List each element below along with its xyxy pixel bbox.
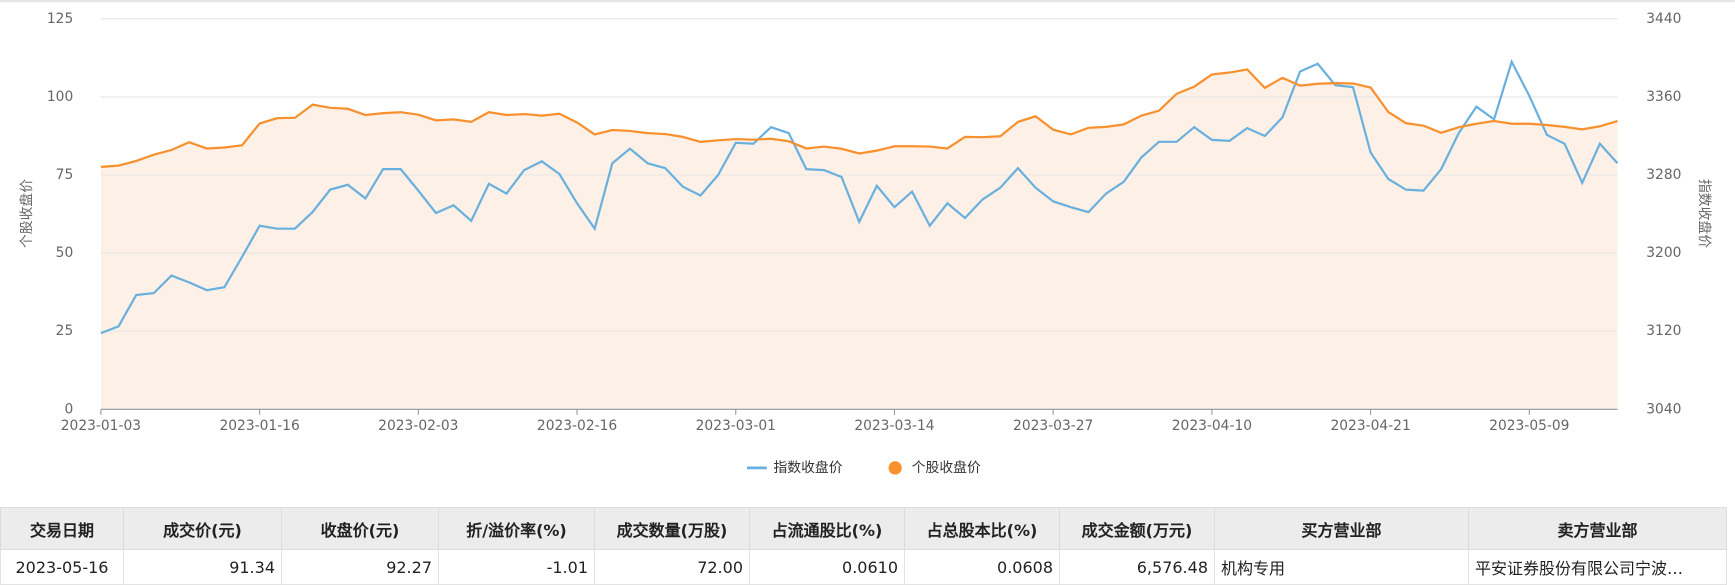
- y-tick-label: 25: [56, 323, 74, 339]
- y2-tick-label: 3200: [1646, 245, 1681, 261]
- data-cell: 72.00: [594, 549, 750, 585]
- y2-tick-label: 3440: [1646, 11, 1681, 27]
- y2-tick-label: 3360: [1646, 89, 1681, 105]
- data-cell: 平安证券股份有限公司宁波…: [1468, 549, 1727, 585]
- legend-label: 个股收盘价: [912, 459, 981, 476]
- data-cell: 0.0610: [749, 549, 905, 585]
- y-tick-label: 100: [47, 89, 73, 105]
- line: [100, 68, 1618, 168]
- x-tick-label: 2023-04-21: [1330, 418, 1410, 434]
- data-cell: 0.0608: [904, 549, 1060, 585]
- x-tick-label: 2023-03-01: [696, 418, 776, 434]
- header-cell: 卖方营业部: [1468, 507, 1727, 550]
- y-tick-label: 50: [56, 245, 74, 261]
- header-cell: 折/溢价率(%): [438, 507, 595, 550]
- y2-tick-label: 3280: [1646, 167, 1681, 183]
- x-tick-label: 2023-03-14: [854, 418, 934, 434]
- header-cell: 占总股本比(%): [904, 507, 1060, 550]
- trade-table: 交易日期 成交价(元) 收盘价(元) 折/溢价率(%) 成交数量(万股) 占流通股比(%)…: [0, 507, 1727, 585]
- data-cell: 91.34: [123, 549, 282, 585]
- y2-tick-label: 3120: [1646, 323, 1681, 339]
- y-tick-label: 125: [47, 11, 73, 27]
- data-cell: 机构专用: [1214, 549, 1469, 585]
- x-tick-label: 2023-01-16: [219, 418, 299, 434]
- header-cell: 成交数量(万股): [594, 507, 750, 550]
- data-cell: -1.01: [438, 549, 595, 585]
- legend-label: 指数收盘价: [773, 459, 842, 476]
- y2-axis-label: 指数收盘价: [1696, 179, 1713, 248]
- y-tick-label: 0: [64, 401, 73, 417]
- line: [100, 58, 1619, 335]
- header-cell: 占流通股比(%): [749, 507, 905, 550]
- y-axis-label: 个股收盘价: [18, 179, 35, 248]
- x-tick-label: 2023-02-03: [378, 418, 458, 434]
- x-tick-label: 2023-03-27: [1013, 418, 1093, 434]
- data-cell: 6,576.48: [1059, 549, 1215, 585]
- chart: 个股收盘价 指数收盘价 0 25 50 75 100 125 3040 3120 3200 328…: [0, 0, 1735, 476]
- header-cell: 成交价(元): [123, 507, 282, 550]
- header-row: 交易日期 成交价(元) 收盘价(元) 折/溢价率(%) 成交数量(万股) 占流通股比(%)…: [0, 507, 1727, 550]
- data-cell: 2023-05-16: [0, 549, 124, 585]
- x-tick-label: 2023-05-09: [1489, 418, 1569, 434]
- header-cell: 买方营业部: [1214, 507, 1469, 550]
- header-cell: 成交金额(万元): [1059, 507, 1215, 550]
- data-cell: 92.27: [281, 549, 439, 585]
- y2-tick-label: 3040: [1646, 401, 1681, 417]
- data-row: 2023-05-16 91.34 92.27 -1.01 72.00 0.0610 0.06…: [0, 549, 1727, 585]
- x-tick-label: 2023-04-10: [1172, 418, 1252, 434]
- x-tick-label: 2023-01-03: [61, 418, 141, 434]
- y-tick-label: 75: [56, 167, 74, 183]
- header-cell: 收盘价(元): [281, 507, 439, 550]
- x-tick-label: 2023-02-16: [537, 418, 617, 434]
- header-cell: 交易日期: [0, 507, 124, 550]
- area: [100, 69, 1618, 410]
- legend-swatch: [888, 461, 902, 475]
